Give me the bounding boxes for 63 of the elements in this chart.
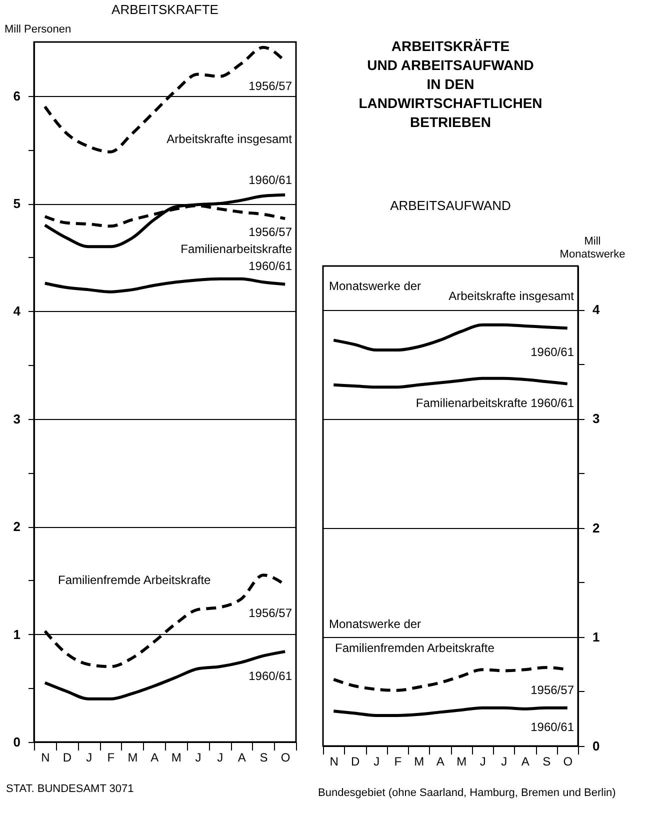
y-tick-label: 4: [592, 302, 600, 318]
x-tick-label: F: [394, 754, 402, 768]
y-axis-title: Mill Monatswerke: [560, 236, 626, 260]
annotation: 1956/57: [248, 79, 292, 93]
x-tick-label: N: [41, 750, 50, 764]
x-tick-label: M: [171, 750, 182, 764]
chart-subtitle: ARBEITSAUFWAND: [390, 198, 511, 213]
line-series: [332, 376, 569, 389]
line-series: [332, 706, 569, 717]
annotation: Arbeitskrafte insgesamt: [448, 289, 575, 303]
annotation: 1960/61: [530, 345, 574, 359]
line-series: [43, 277, 287, 294]
x-tick-label: S: [260, 750, 268, 764]
x-tick-label: A: [238, 750, 246, 764]
chart-title: ARBEITSKRÄFTE UND ARBEITSAUFWAND IN DEN LANDWIRTSCHAFTLICHEN BETRIEBEN: [358, 38, 542, 130]
x-tick-label: J: [374, 754, 380, 768]
y-tick-label: 4: [13, 304, 22, 319]
x-tick-label: J: [217, 750, 224, 764]
x-tick-label: J: [86, 750, 92, 764]
annotation: Monatswerke der: [329, 279, 422, 293]
x-tick-label: A: [436, 754, 444, 768]
x-tick-label: J: [195, 750, 202, 764]
annotation: Familienfremde Arbeitskrafte: [58, 573, 212, 587]
y-tick-label: 1: [592, 629, 600, 644]
y-tick-label: 0: [13, 734, 20, 750]
annotation: 1960/61: [530, 720, 574, 734]
x-tick-label: M: [414, 754, 424, 768]
y-tick-label: 6: [13, 88, 20, 104]
x-tick-label: M: [128, 750, 138, 764]
y-axis-title: Mill Personen: [4, 24, 72, 36]
x-tick-label: S: [542, 754, 551, 768]
annotation: 1956/57: [248, 606, 292, 620]
x-tick-label: D: [62, 750, 72, 764]
y-tick-label: 1: [13, 626, 20, 642]
text: STAT. BUNDESAMT 3071: [6, 783, 135, 795]
annotation: Monatswerke der: [329, 617, 422, 631]
y-tick-label: 5: [13, 196, 20, 212]
y-tick-label: 3: [592, 411, 600, 426]
x-tick-label: A: [521, 754, 530, 768]
x-tick-label: F: [107, 750, 115, 764]
annotation: Familienarbeitskrafte 1960/61: [416, 396, 574, 410]
annotation: 1956/57: [248, 225, 292, 239]
annotation: Arbeitskrafte insgesamt: [166, 132, 293, 146]
y-tick-label: 3: [13, 411, 20, 426]
x-tick-label: O: [563, 754, 573, 768]
y-tick-label: 0: [592, 738, 600, 754]
x-tick-label: J: [501, 754, 508, 768]
x-tick-label: D: [351, 754, 360, 768]
x-tick-label: A: [150, 750, 159, 764]
x-tick-label: M: [456, 754, 467, 768]
text: Bundesgebiet (ohne Saarland, Hamburg, Bremen und Berlin): [318, 787, 617, 799]
annotation: 1956/57: [530, 683, 574, 697]
x-tick-label: N: [330, 754, 338, 768]
annotation: Familienfremden Arbeitskrafte: [335, 641, 495, 655]
annotation: Familienarbeitskrafte: [180, 242, 292, 256]
x-tick-label: J: [480, 754, 486, 768]
annotation: 1960/61: [248, 259, 292, 273]
y-tick-label: 2: [592, 520, 600, 536]
annotation: 1960/61: [248, 173, 292, 187]
chart-title: ARBEITSKRAFTE: [112, 2, 219, 17]
y-tick-label: 2: [13, 519, 20, 534]
annotation: 1960/61: [248, 669, 292, 683]
x-tick-label: O: [280, 750, 290, 764]
